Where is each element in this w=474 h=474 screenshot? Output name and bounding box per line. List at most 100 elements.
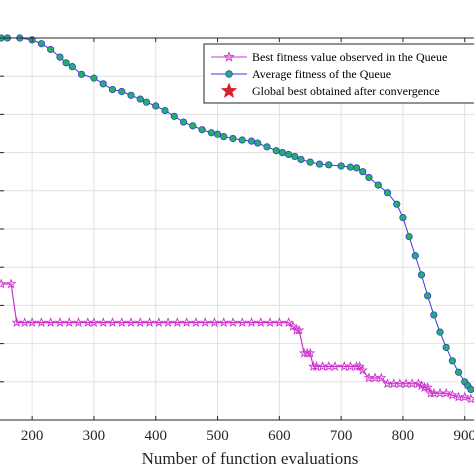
average-point — [229, 134, 237, 143]
best-point — [0, 278, 7, 289]
average-point — [170, 112, 178, 120]
average-point — [442, 343, 450, 352]
x-tick-label: 500 — [206, 428, 229, 444]
average-point — [263, 143, 271, 151]
best-point — [293, 324, 305, 335]
legend-entry-best: Best fitness value observed in the Queue — [211, 50, 447, 64]
legend-global-best-marker — [220, 82, 238, 99]
best-point — [153, 317, 165, 328]
average-point — [365, 173, 373, 182]
best-point — [264, 317, 276, 328]
average-point — [179, 118, 188, 126]
legend-entry-global-best: Global best obtained after convergence — [220, 82, 440, 99]
x-tick-label: 200 — [21, 428, 44, 444]
average-point — [127, 91, 135, 99]
legend-average-marker — [225, 70, 233, 78]
average-point — [68, 63, 76, 71]
average-point — [424, 292, 432, 300]
average-point — [417, 271, 426, 279]
best-point — [447, 389, 458, 400]
best-point — [351, 361, 362, 371]
best-point — [246, 317, 257, 328]
best-point — [376, 372, 387, 383]
x-tick-label: 400 — [144, 428, 167, 444]
average-point — [272, 147, 280, 155]
best-point — [125, 317, 137, 328]
average-point — [136, 95, 144, 103]
best-point — [283, 317, 294, 328]
average-point — [238, 136, 246, 144]
best-point — [274, 317, 285, 328]
average-point — [337, 162, 345, 170]
best-point — [357, 364, 368, 375]
average-point — [405, 233, 413, 241]
best-point — [36, 317, 47, 328]
average-point — [99, 80, 107, 88]
best-point — [329, 361, 341, 371]
best-point — [54, 317, 66, 328]
average-point — [306, 158, 314, 166]
average-point — [467, 385, 474, 394]
best-point — [45, 317, 56, 328]
average-point — [346, 163, 355, 171]
x-tick-label: 800 — [392, 428, 415, 444]
average-point — [285, 150, 293, 159]
best-point — [5, 278, 17, 289]
average-point — [291, 152, 299, 161]
best-point — [425, 387, 436, 398]
average-point — [359, 168, 367, 176]
average-point — [108, 85, 117, 94]
average-point — [62, 59, 70, 67]
average-point — [383, 189, 392, 197]
average-point — [325, 161, 333, 169]
legend-box — [203, 43, 474, 104]
best-point — [255, 317, 267, 328]
average-point — [77, 70, 86, 78]
legend-global-best-label: Global best obtained after convergence — [252, 84, 440, 98]
best-point — [64, 317, 75, 328]
best-point — [162, 317, 174, 328]
average-point — [297, 155, 305, 164]
average-point — [454, 368, 463, 376]
average-point — [152, 102, 160, 110]
average-point — [161, 106, 169, 115]
average-point — [448, 357, 456, 365]
best-point — [172, 317, 183, 328]
best-point — [107, 317, 118, 328]
best-point — [144, 317, 155, 328]
legend-global-best-star — [220, 82, 238, 99]
average-point — [411, 252, 419, 260]
average-point — [56, 53, 64, 61]
x-tick-label: 700 — [330, 428, 353, 444]
best-point — [116, 317, 127, 328]
average-point — [37, 40, 46, 48]
best-point — [209, 317, 220, 328]
best-point — [287, 320, 299, 331]
legend-average-dot — [225, 70, 233, 78]
tick-labels: 200 300 400 500 600 700 800 900 — [21, 428, 474, 444]
legend-entry-average: Average fitness of the Queue — [211, 67, 391, 81]
best-point — [88, 317, 100, 328]
best-point — [26, 317, 38, 328]
average-point — [399, 213, 407, 222]
best-point — [459, 391, 470, 402]
best-point — [97, 317, 109, 328]
average-point — [90, 74, 98, 82]
best-point — [190, 317, 202, 328]
average-point — [436, 328, 444, 336]
best-point — [218, 317, 229, 328]
best-point — [440, 387, 452, 398]
axes — [0, 37, 474, 421]
average-point — [374, 181, 382, 189]
legend-best-marker — [223, 51, 235, 62]
legend-best-star — [223, 51, 235, 62]
average-point — [207, 129, 215, 137]
average-point — [213, 130, 222, 138]
legend-average-label: Average fitness of the Queue — [252, 67, 391, 81]
best-point — [301, 347, 313, 358]
average-point — [430, 311, 438, 319]
average-point — [352, 164, 361, 172]
average-point — [47, 45, 55, 54]
x-tick-label: 600 — [268, 428, 291, 444]
